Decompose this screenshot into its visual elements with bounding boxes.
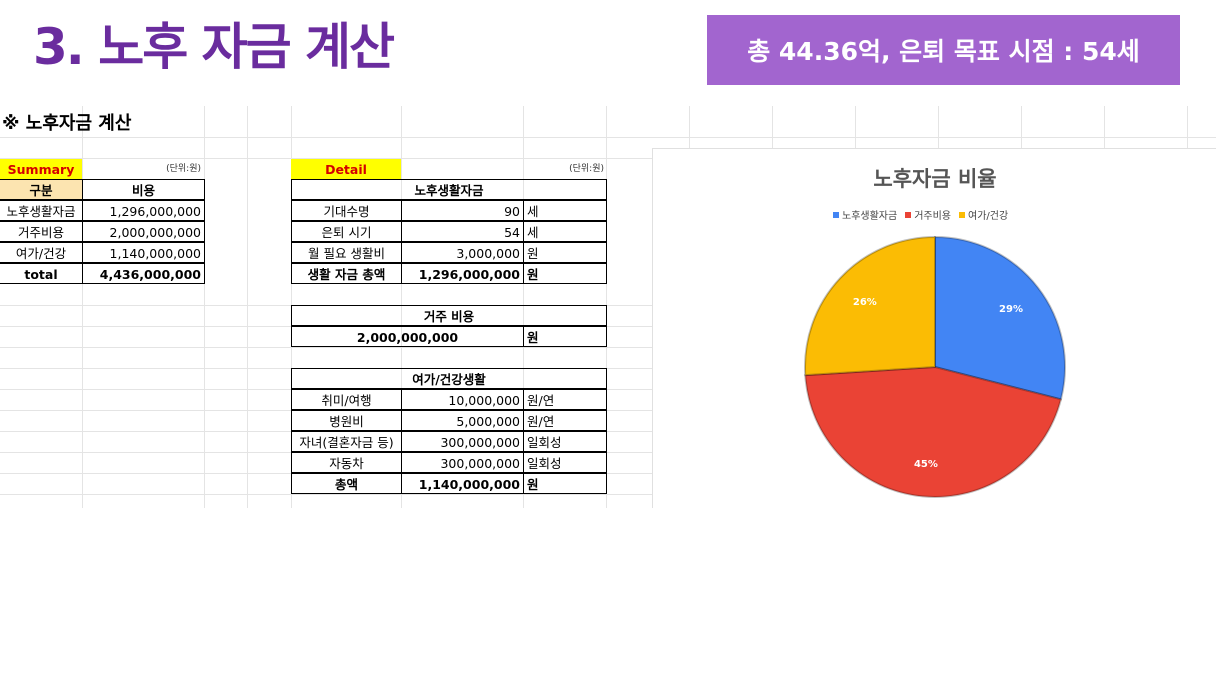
pie-chart-panel[interactable]: 노후자금 비율 노후생활자금 거주비용 여가/건강 29% 45% 26% bbox=[652, 148, 1216, 508]
legend-label: 노후생활자금 bbox=[842, 211, 898, 222]
leisure-total-unit[interactable]: 원 bbox=[523, 473, 607, 494]
living-row-unit[interactable]: 세 bbox=[523, 200, 607, 221]
legend-swatch bbox=[905, 211, 912, 218]
summary-total-label[interactable]: total bbox=[0, 263, 83, 284]
legend-swatch bbox=[833, 211, 839, 218]
living-fund-header[interactable]: 노후생활자금 bbox=[291, 179, 607, 200]
living-row-name[interactable]: 월 필요 생활비 bbox=[291, 242, 402, 263]
legend-item: 거주비용 bbox=[905, 207, 951, 222]
leisure-row-value[interactable]: 10,000,000 bbox=[401, 389, 524, 410]
pie-slice[interactable] bbox=[804, 365, 1063, 498]
leisure-row-value[interactable]: 5,000,000 bbox=[401, 410, 524, 431]
summary-total-value[interactable]: 4,436,000,000 bbox=[82, 263, 205, 284]
leisure-row-value[interactable]: 300,000,000 bbox=[401, 431, 524, 452]
leisure-row-name[interactable]: 자녀(결혼자금 등) bbox=[291, 431, 402, 452]
leisure-row-unit[interactable]: 원/연 bbox=[523, 389, 607, 410]
leisure-row-name[interactable]: 병원비 bbox=[291, 410, 402, 431]
living-row-value[interactable]: 54 bbox=[401, 221, 524, 242]
living-total-value[interactable]: 1,296,000,000 bbox=[401, 263, 524, 284]
living-total-unit[interactable]: 원 bbox=[523, 263, 607, 284]
summary-row-name[interactable]: 노후생활자금 bbox=[0, 200, 83, 221]
detail-label[interactable]: Detail bbox=[291, 159, 401, 180]
living-row-value[interactable]: 90 bbox=[401, 200, 524, 221]
chart-title: 노후자금 비율 bbox=[873, 167, 997, 191]
leisure-total-label[interactable]: 총액 bbox=[291, 473, 402, 494]
summary-row-value[interactable]: 1,296,000,000 bbox=[82, 200, 205, 221]
living-row-name[interactable]: 기대수명 bbox=[291, 200, 402, 221]
legend-item: 노후생활자금 bbox=[833, 207, 897, 222]
summary-label[interactable]: Summary bbox=[0, 159, 82, 180]
sheet-heading: ※ 노후자금 계산 bbox=[2, 113, 132, 134]
pie-slice-label: 26% bbox=[853, 297, 877, 308]
leisure-row-unit[interactable]: 일회성 bbox=[523, 431, 607, 452]
summary-row-value[interactable]: 1,140,000,000 bbox=[82, 242, 205, 263]
summary-row-name[interactable]: 거주비용 bbox=[0, 221, 83, 242]
living-row-value[interactable]: 3,000,000 bbox=[401, 242, 524, 263]
pie-chart: 29% 45% 26% bbox=[804, 235, 1066, 498]
housing-header[interactable]: 거주 비용 bbox=[291, 305, 607, 326]
pie-slice[interactable] bbox=[804, 235, 936, 377]
legend-label: 여가/건강 bbox=[968, 211, 1009, 222]
pie-slice-label: 45% bbox=[914, 459, 938, 470]
living-row-name[interactable]: 은퇴 시기 bbox=[291, 221, 402, 242]
legend-swatch bbox=[959, 211, 966, 218]
chart-legend: 노후생활자금 거주비용 여가/건강 bbox=[833, 207, 1008, 222]
leisure-header[interactable]: 여가/건강생활 bbox=[291, 368, 607, 389]
leisure-row-unit[interactable]: 일회성 bbox=[523, 452, 607, 473]
legend-label: 거주비용 bbox=[914, 211, 952, 222]
housing-unit[interactable]: 원 bbox=[523, 326, 607, 347]
summary-header-cost[interactable]: 비용 bbox=[82, 179, 205, 200]
leisure-row-name[interactable]: 취미/여행 bbox=[291, 389, 402, 410]
summary-banner: 총 44.36억, 은퇴 목표 시점 : 54세 bbox=[707, 15, 1180, 85]
page-title: 3. 노후 자금 계산 bbox=[33, 18, 395, 76]
living-row-unit[interactable]: 원 bbox=[523, 242, 607, 263]
leisure-row-value[interactable]: 300,000,000 bbox=[401, 452, 524, 473]
pie-slice[interactable] bbox=[934, 235, 1066, 401]
leisure-row-unit[interactable]: 원/연 bbox=[523, 410, 607, 431]
summary-unit-note: (단위:원) bbox=[166, 164, 201, 174]
legend-item: 여가/건강 bbox=[959, 207, 1008, 222]
housing-value[interactable]: 2,000,000,000 bbox=[291, 326, 524, 347]
leisure-row-name[interactable]: 자동차 bbox=[291, 452, 402, 473]
summary-row-value[interactable]: 2,000,000,000 bbox=[82, 221, 205, 242]
summary-header-category[interactable]: 구분 bbox=[0, 179, 83, 200]
leisure-total-value[interactable]: 1,140,000,000 bbox=[401, 473, 524, 494]
living-row-unit[interactable]: 세 bbox=[523, 221, 607, 242]
summary-row-name[interactable]: 여가/건강 bbox=[0, 242, 83, 263]
detail-unit-note: (단위:원) bbox=[569, 164, 604, 174]
living-total-label[interactable]: 생활 자금 총액 bbox=[291, 263, 402, 284]
pie-slice-label: 29% bbox=[999, 304, 1023, 315]
